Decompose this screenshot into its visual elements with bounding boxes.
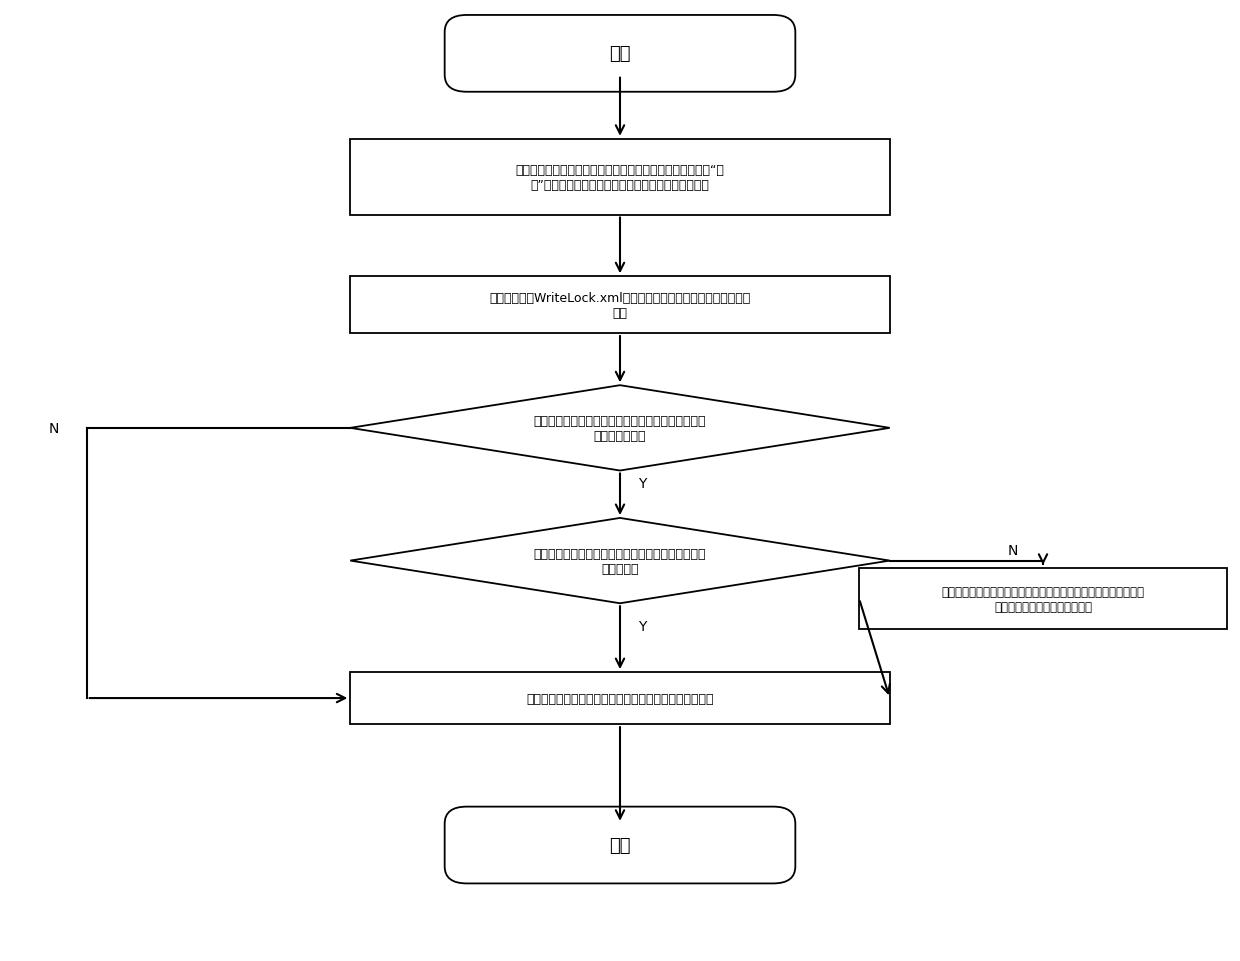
FancyBboxPatch shape [445,16,795,92]
Text: 将不在待上传模型图文件列表但是有图间连接被修改的模型图文件
添加至待上传模型图文件列表中: 将不在待上传模型图文件列表但是有图间连接被修改的模型图文件 添加至待上传模型图文… [941,585,1145,613]
Text: 结束: 结束 [609,836,631,854]
Text: 打开配置文件WriteLock.xml，获取有图间连接被修改的模型图文件
信息: 打开配置文件WriteLock.xml，获取有图间连接被修改的模型图文件 信息 [490,291,750,319]
Text: 检查待上传的模型图文件列表中是否有图间连接被修
改的模型图文件: 检查待上传的模型图文件列表中是否有图间连接被修 改的模型图文件 [533,414,707,442]
Bar [859,568,1226,629]
Bar [350,673,890,725]
Text: 选中待上传模型图文件，获取待上传模型图文件列表，点击“上
传”按鈕，开始上传开发好的模型图文件至项目服务器: 选中待上传模型图文件，获取待上传模型图文件列表，点击“上 传”按鈕，开始上传开发… [516,163,724,191]
Bar [350,139,890,215]
Bar [350,277,890,333]
Text: 依次上传所有待上传模型图文件列表中的文件至服务器中: 依次上传所有待上传模型图文件列表中的文件至服务器中 [526,692,714,704]
Text: 图间连接被修改的模型图文件是否都在待上传模型图
文件列表中: 图间连接被修改的模型图文件是否都在待上传模型图 文件列表中 [533,547,707,575]
Polygon shape [350,385,890,471]
Text: Y: Y [639,477,647,490]
Text: N: N [48,422,58,435]
Text: 开始: 开始 [609,45,631,63]
Polygon shape [350,518,890,604]
Text: N: N [1007,543,1018,557]
FancyBboxPatch shape [445,807,795,883]
Text: Y: Y [639,620,647,633]
